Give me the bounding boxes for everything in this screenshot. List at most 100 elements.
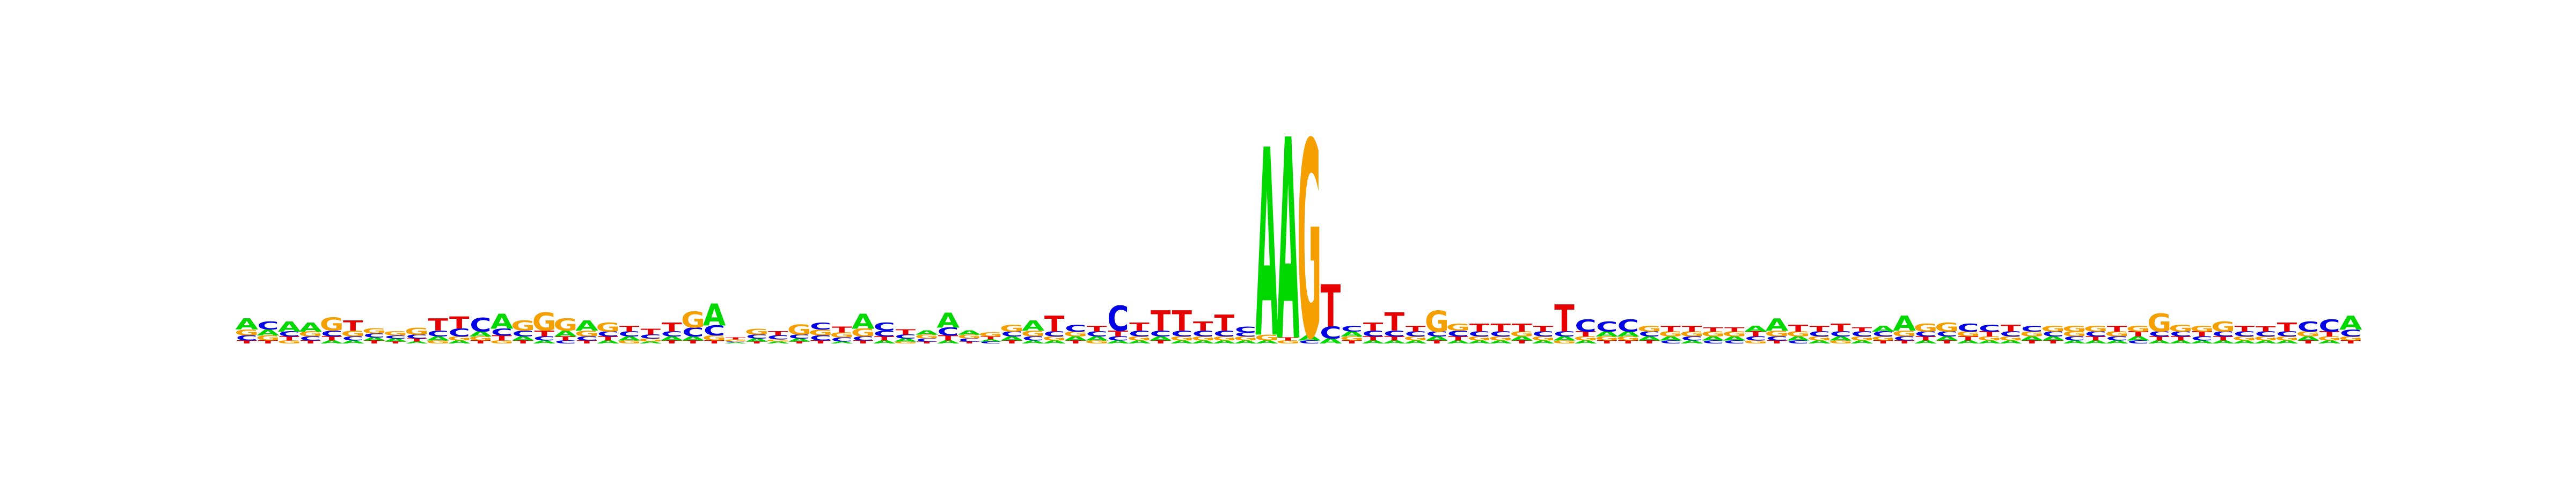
logo-letter-T: T: [1406, 324, 1426, 334]
logo-letter-A: A: [1766, 316, 1789, 335]
logo-letter-T: T: [343, 318, 363, 334]
logo-column: TACT: [661, 320, 684, 345]
logo-letter-C: C: [1618, 316, 1639, 335]
logo-letter-G: G: [362, 327, 386, 335]
logo-letter-G: G: [1297, 86, 1321, 399]
logo-letter-T: T: [2256, 325, 2277, 333]
logo-column: TGCA: [702, 298, 726, 345]
logo-letter-G: G: [681, 308, 705, 333]
logo-letter-C: C: [1235, 325, 1256, 335]
logo-letter-T: T: [1809, 324, 1829, 334]
logo-column: AGCT: [2233, 324, 2257, 345]
logo-column: ATCT: [1362, 320, 1385, 345]
logo-column: ATCG: [2083, 324, 2107, 345]
logo-letter-T: T: [1512, 321, 1532, 334]
logo-column: GACT: [1828, 321, 1853, 344]
logo-letter-T: T: [619, 324, 640, 334]
logo-letter-C: C: [1596, 319, 1618, 335]
logo-letter-G: G: [2169, 323, 2193, 334]
logo-letter-C: C: [2318, 316, 2340, 335]
logo-letter-G: G: [978, 332, 1002, 338]
logo-letter-C: C: [257, 319, 279, 332]
logo-letter-T: T: [1193, 319, 1213, 334]
logo-column: ATCG: [1446, 321, 1470, 345]
logo-letter-T: T: [1554, 297, 1575, 341]
logo-letter-T: T: [1384, 308, 1404, 336]
logo-letter-G: G: [1935, 320, 1959, 334]
logo-letter-T: T: [1660, 324, 1681, 334]
logo-column: ATCG: [596, 320, 620, 345]
logo-letter-T: T: [1151, 305, 1171, 338]
logo-column: GTCA: [489, 310, 514, 345]
logo-letter-T: T: [1533, 324, 1554, 334]
logo-column: GACT: [1552, 297, 1576, 345]
logo-column: AGCT: [2253, 325, 2278, 345]
logo-letter-T: T: [768, 331, 788, 337]
logo-letter-G: G: [2147, 309, 2171, 338]
logo-column: ATCG: [2169, 323, 2193, 345]
logo-letter-A: A: [299, 320, 322, 334]
logo-letter-T: T: [1129, 320, 1150, 333]
logo-column: TCGA: [851, 310, 875, 345]
logo-column: ACTG: [532, 308, 557, 345]
logo-letter-G: G: [2041, 324, 2065, 334]
logo-letter-G: G: [2062, 324, 2087, 334]
logo-column: ATCG: [1914, 321, 1938, 344]
logo-letter-A: A: [852, 310, 875, 334]
logo-column: TAGC: [2296, 319, 2320, 345]
logo-letter-G: G: [532, 308, 557, 336]
logo-letter-A: A: [278, 319, 301, 335]
logo-letter-T: T: [1044, 312, 1065, 337]
logo-letter-C: C: [1575, 316, 1596, 335]
logo-letter-C: C: [1065, 323, 1086, 334]
logo-column: TACG: [511, 318, 535, 345]
logo-column: TCGA: [235, 316, 259, 345]
logo-column: TACG: [1637, 324, 1662, 345]
logo-letter-C: C: [1107, 299, 1129, 339]
logo-letter-T: T: [726, 337, 746, 340]
logo-column: TACT: [1149, 305, 1172, 345]
logo-column: TGAC: [1340, 324, 1364, 345]
logo-column: ACGT: [341, 318, 365, 345]
logo-letter-A: A: [2339, 312, 2362, 334]
logo-letter-A: A: [916, 330, 939, 336]
logo-column: ACGT: [1680, 324, 1704, 345]
logo-column: TGCA: [1871, 324, 1895, 345]
logo-column: TACG: [745, 327, 769, 344]
logo-column: AGCT: [1807, 324, 1832, 345]
logo-letter-G: G: [787, 322, 811, 338]
logo-letter-G: G: [2190, 324, 2214, 334]
logo-column: ACTG: [2190, 324, 2214, 345]
logo-column: AGTC: [1977, 323, 2001, 345]
logo-column: GACT: [894, 328, 918, 345]
logo-letter-A: A: [958, 330, 981, 336]
logo-column: ACGA: [1021, 318, 1045, 345]
logo-column: GACT: [1085, 324, 1109, 345]
logo-letter-T: T: [2277, 320, 2297, 334]
logo-letter-T: T: [662, 320, 682, 334]
logo-letter-C: C: [1957, 321, 1979, 334]
logo-column: ATCG: [2147, 309, 2171, 345]
logo-letter-G: G: [745, 327, 769, 336]
logo-letter-G: G: [1000, 323, 1024, 334]
logo-letter-T: T: [640, 327, 661, 336]
logo-letter-T: T: [1172, 305, 1192, 338]
logo-column: AGA: [1255, 96, 1279, 396]
logo-letter-T: T: [1852, 326, 1872, 333]
logo-column: AGCT: [1403, 324, 1428, 345]
logo-letter-G: G: [596, 320, 620, 334]
logo-column: TACG: [383, 331, 407, 344]
logo-letter-C: C: [2021, 324, 2043, 334]
logo-letter-A: A: [1277, 83, 1300, 404]
logo-letter-A: A: [1893, 312, 1916, 336]
logo-letter-A: A: [703, 298, 726, 333]
